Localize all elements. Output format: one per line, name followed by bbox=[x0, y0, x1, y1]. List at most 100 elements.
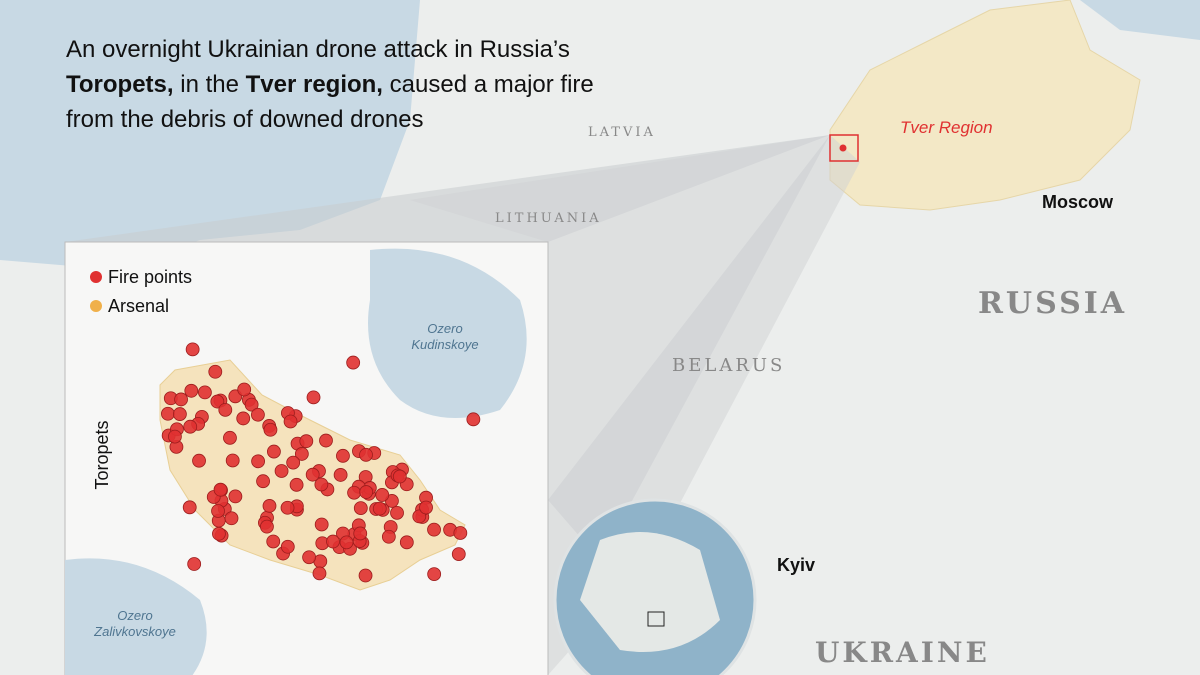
fire-point bbox=[466, 412, 481, 427]
city-label: Moscow bbox=[1042, 192, 1114, 212]
inset: Ozero Kudinskoye Ozero Zalivkovskoye Torop… bbox=[64, 241, 549, 675]
fire-point bbox=[299, 434, 314, 449]
intro-span: from the debris of downed drones bbox=[66, 106, 424, 133]
sea bbox=[1080, 0, 1200, 40]
fire-point bbox=[260, 519, 274, 534]
fire-point bbox=[174, 392, 188, 407]
fire-point bbox=[280, 539, 295, 554]
fire-point bbox=[183, 419, 198, 434]
fire-point bbox=[218, 402, 233, 417]
fire-point bbox=[172, 407, 187, 421]
intro-span: An overnight Ukrainian drone attack in R… bbox=[66, 36, 570, 63]
fire-point bbox=[267, 444, 281, 459]
intro-text: An overnight Ukrainian drone attack in R… bbox=[66, 32, 594, 137]
intro-span: Tver region, bbox=[245, 71, 383, 98]
fire-point bbox=[236, 411, 251, 426]
fire-point bbox=[427, 522, 441, 537]
fire-point bbox=[244, 397, 259, 412]
fire-point bbox=[161, 406, 175, 421]
fire-point bbox=[262, 499, 277, 513]
fire-point bbox=[339, 535, 354, 550]
intro-line: Toropets, in the Tver region, caused a m… bbox=[66, 67, 594, 102]
fire-point bbox=[274, 464, 289, 478]
fire-point bbox=[375, 488, 390, 502]
fire-point bbox=[167, 429, 182, 444]
fire-point bbox=[210, 394, 225, 409]
fire-point bbox=[208, 364, 223, 379]
fire-point bbox=[346, 355, 361, 370]
lake bbox=[65, 558, 207, 675]
fire-point bbox=[399, 535, 414, 550]
country-label: BELARUS bbox=[672, 355, 785, 376]
fire-point bbox=[192, 453, 206, 468]
fire-point bbox=[319, 433, 333, 448]
fire-point bbox=[182, 500, 197, 515]
fire-point bbox=[390, 505, 404, 520]
fire-point bbox=[212, 526, 226, 541]
fire-point bbox=[187, 557, 202, 571]
fire-point bbox=[283, 414, 298, 429]
fire-point bbox=[392, 469, 407, 484]
fire-point bbox=[326, 534, 340, 549]
fire-point bbox=[256, 474, 270, 489]
intro-line: from the debris of downed drones bbox=[66, 102, 594, 137]
lake-label: Ozero Zalivkovskoye bbox=[93, 608, 176, 639]
country-label: LITHUANIA bbox=[495, 211, 602, 226]
fire-point bbox=[266, 534, 281, 549]
fire-point bbox=[224, 511, 239, 526]
legend-swatch bbox=[90, 271, 102, 283]
fire-point bbox=[228, 489, 243, 504]
fire-point bbox=[289, 477, 304, 492]
globe-box bbox=[647, 611, 665, 627]
lake-label-line: Kudinskoye bbox=[411, 337, 478, 352]
country-label: UKRAINE bbox=[815, 636, 990, 669]
fire-point bbox=[427, 567, 442, 582]
focus-dot bbox=[839, 144, 847, 152]
fire-point bbox=[294, 447, 309, 461]
fire-point bbox=[211, 504, 225, 518]
zoom-cone bbox=[410, 135, 860, 675]
fire-point bbox=[302, 550, 317, 565]
fire-point bbox=[280, 500, 295, 515]
baltic-sea bbox=[0, 0, 420, 270]
globe-land bbox=[580, 532, 720, 652]
fire-point bbox=[185, 342, 200, 357]
fire-point bbox=[419, 500, 433, 515]
fire-point bbox=[286, 455, 301, 470]
fire-point bbox=[237, 382, 252, 397]
fire-point bbox=[251, 454, 265, 469]
focus-box bbox=[829, 134, 859, 162]
fire-point bbox=[381, 529, 396, 544]
fire-point bbox=[314, 517, 329, 532]
country-label: LATVIA bbox=[588, 125, 656, 140]
country-label: RUSSIA bbox=[978, 286, 1127, 321]
lake bbox=[368, 248, 527, 418]
fire-point bbox=[353, 526, 368, 541]
fire-point bbox=[451, 547, 466, 562]
fire-point bbox=[359, 447, 373, 462]
legend-swatch bbox=[90, 300, 102, 312]
fire-point bbox=[251, 407, 265, 422]
intro-span: in the bbox=[173, 71, 246, 98]
lake-label-line: Zalivkovskoye bbox=[93, 624, 176, 639]
lake-label-line: Ozero bbox=[117, 608, 152, 623]
fire-point bbox=[184, 383, 199, 398]
fire-point bbox=[198, 385, 212, 400]
fire-point bbox=[314, 477, 329, 492]
lake-label: Ozero Kudinskoye bbox=[411, 321, 478, 352]
town-label: Toropets bbox=[92, 420, 112, 489]
intro-line: An overnight Ukrainian drone attack in R… bbox=[66, 32, 594, 67]
fire-point bbox=[305, 467, 320, 482]
legend-label: Fire points bbox=[108, 267, 192, 287]
fire-point bbox=[353, 501, 368, 516]
fire-point bbox=[333, 468, 348, 482]
fire-point bbox=[372, 501, 387, 516]
intro-span: Toropets, bbox=[66, 71, 174, 98]
fire-point bbox=[358, 568, 373, 583]
fire-point bbox=[312, 566, 327, 581]
legend-label: Arsenal bbox=[108, 296, 169, 316]
region-label: Tver Region bbox=[900, 118, 993, 137]
intro-span: caused a major fire bbox=[382, 71, 594, 98]
